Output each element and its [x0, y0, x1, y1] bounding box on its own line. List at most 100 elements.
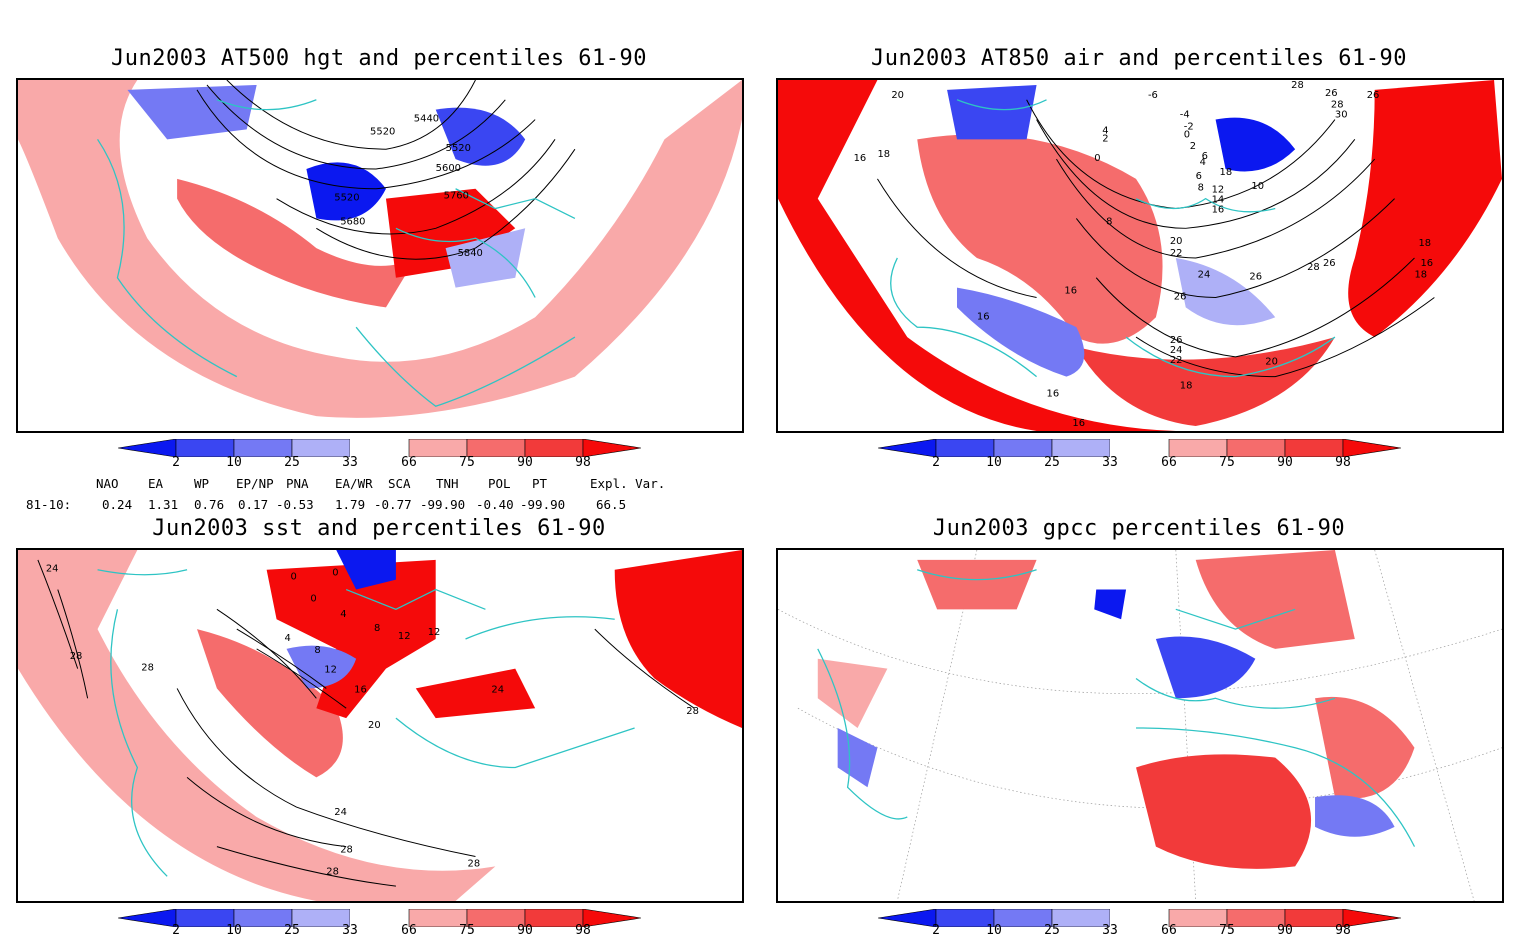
colorbar-tick: 25: [1044, 923, 1060, 938]
precip-wet-5: [917, 559, 1037, 610]
contour-label: 4: [340, 609, 346, 620]
contour-label: 0: [1094, 153, 1100, 164]
index-value-sca: -0.77: [374, 497, 412, 512]
anomaly-warm: [917, 134, 1163, 344]
anomaly-cold-2: [947, 84, 1037, 140]
colorbar-tick: 66: [1161, 455, 1177, 470]
contour-label: 24: [334, 807, 347, 818]
precip-wet-3: [1315, 696, 1415, 799]
precip-wet-4: [817, 658, 888, 728]
contour-label: 28: [468, 858, 481, 869]
contour-label: 12: [1212, 185, 1225, 196]
contour-label: 0: [310, 593, 316, 604]
colorbar-tick: 10: [986, 455, 1002, 470]
index-header-sca: SCA: [388, 476, 411, 491]
index-header-ea: EA: [148, 476, 164, 491]
anomaly-cold-2: [435, 107, 526, 166]
colorbar-tick: 75: [459, 923, 475, 938]
contour-label: 8: [314, 645, 320, 656]
contour-label: 16: [354, 684, 367, 695]
colorbar-tick: 90: [1277, 923, 1293, 938]
contour-label: 16: [1212, 205, 1225, 216]
colorbar-tick: 25: [284, 455, 300, 470]
contour-label: 4: [1102, 125, 1108, 136]
contour-label: -6: [1148, 90, 1158, 101]
colorbar-tick: 66: [401, 923, 417, 938]
contour-label: 20: [368, 720, 381, 731]
contour-label: -2: [1184, 121, 1194, 132]
contour-label: 8: [374, 623, 380, 634]
colorbar-tick: 66: [401, 455, 417, 470]
anomaly-warm: [18, 80, 742, 418]
contour-label: 20: [1265, 357, 1278, 368]
index-value-nao: 0.24: [102, 497, 133, 512]
colorbar-tick: 2: [172, 923, 180, 938]
contour-label: 5600: [436, 163, 461, 174]
contour-label: 16: [1047, 388, 1060, 399]
contour-label: 28: [1291, 80, 1304, 91]
colorbar-top-right: 2 10 25 33 66 75 90 98: [877, 438, 1402, 470]
contour-label: 5760: [444, 191, 469, 202]
contour-label: 22: [1170, 248, 1183, 259]
contour-label: 0: [290, 572, 296, 583]
contour-label: 18: [1418, 238, 1431, 249]
map-panel-hgt500: 5440 5520 5520 5600 5520 5760 5680 5840: [16, 78, 744, 433]
contour-label: 5840: [458, 248, 483, 259]
index-header-epnp: EP/NP: [236, 476, 274, 491]
colorbar-tick: 75: [459, 455, 475, 470]
colorbar-tick: 25: [1044, 455, 1060, 470]
contour-label: 10: [1251, 181, 1264, 192]
panel-title-sst: Jun2003 sst and percentiles 61-90: [152, 516, 606, 541]
contour-label: 28: [1331, 100, 1344, 111]
map-panel-sst: 24 28 28 24 28 28 28 20 16 12 8 4 0 0 0 …: [16, 548, 744, 903]
anomaly-warm-strong: [197, 629, 343, 778]
index-value-tnh: -99.90: [420, 497, 466, 512]
colorbar-tick: 25: [284, 923, 300, 938]
colorbar-tick: 90: [517, 923, 533, 938]
colorbar-tick: 33: [342, 923, 358, 938]
index-value-epnp: 0.17: [238, 497, 269, 512]
contour-label: 5520: [334, 193, 359, 204]
colorbar-tick: 2: [932, 455, 940, 470]
anomaly-cold: [957, 287, 1085, 377]
contour-label: 24: [46, 564, 59, 575]
index-header-expl-var: Expl. Var.: [590, 476, 666, 491]
contour-label: 22: [1170, 355, 1183, 366]
precip-dry-3: [1094, 589, 1127, 620]
index-header-nao: NAO: [96, 476, 119, 491]
contour-label: 18: [1414, 270, 1427, 281]
index-header-tnh: TNH: [436, 476, 459, 491]
precip-dry-4: [837, 727, 878, 788]
contour-label: 16: [854, 153, 867, 164]
contour-label: 28: [141, 663, 154, 674]
contours: [877, 99, 1435, 378]
colorbar-tick: 98: [1335, 455, 1351, 470]
anomaly-cold-core: [306, 162, 386, 221]
anomaly-warm-strong: [177, 178, 416, 308]
contour-label: 20: [1170, 236, 1183, 247]
contour-label: -4: [1180, 110, 1190, 121]
contour-label: 8: [1198, 183, 1204, 194]
index-value-wp: 0.76: [194, 497, 225, 512]
panel-title-hgt500: Jun2003 AT500 hgt and percentiles 61-90: [110, 46, 648, 71]
colorbar-tick: 33: [1102, 455, 1118, 470]
anomaly-warm-east: [614, 550, 742, 728]
contour-label: 20: [891, 90, 904, 101]
colorbar-tick: 2: [932, 923, 940, 938]
index-header-pol: POL: [488, 476, 511, 491]
anomaly-warm-core: [385, 188, 516, 278]
index-value-ea: 1.31: [148, 497, 179, 512]
contours: [37, 559, 695, 887]
index-header-pna: PNA: [286, 476, 309, 491]
contour-label: 12: [398, 631, 411, 642]
contour-label: 14: [1212, 195, 1225, 206]
index-value-pna: -0.53: [276, 497, 314, 512]
coastlines: [97, 99, 576, 407]
colorbar-bottom-right: 2 10 25 33 66 75 90 98: [877, 908, 1402, 938]
anomaly-warm-strong: [778, 80, 1176, 431]
contour-label: 4: [1200, 157, 1206, 168]
index-value-pt: -99.90: [520, 497, 566, 512]
contour-label: 28: [326, 866, 339, 877]
anomaly-cold-3: [445, 228, 526, 288]
contour-label: 12: [324, 665, 337, 676]
